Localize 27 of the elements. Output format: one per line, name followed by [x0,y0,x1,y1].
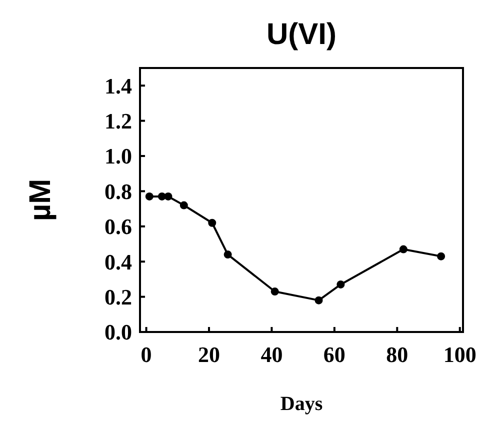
x-axis-title: Days [280,393,323,415]
x-tick-label: 80 [386,342,408,367]
x-tick-label: 60 [323,342,346,367]
chart-title: U(VI) [266,18,336,51]
point [270,288,279,296]
y-tick-label: 1.2 [104,108,132,134]
y-tick-label: 0.8 [104,178,132,204]
y-axis-title: µM [24,178,57,222]
point [314,296,323,304]
point [208,218,216,227]
y-tick-label: 0.2 [104,284,132,310]
point [437,252,446,260]
point [145,192,154,200]
y-tick-label: 1.0 [104,144,132,169]
x-tick-label: 40 [260,342,283,367]
x-tick-label: 20 [198,342,220,367]
point [336,280,345,288]
x-tick-label: 0 [140,342,152,367]
point [399,245,408,254]
y-tick-label: 0.6 [104,214,132,240]
x-tick-label: 100 [443,342,476,367]
point [180,201,188,210]
point [164,192,172,200]
point [224,250,232,259]
y-tick-label: 1.4 [104,73,132,98]
y-tick-label: 0.4 [104,249,132,274]
y-tick-label: 0.0 [104,320,132,345]
